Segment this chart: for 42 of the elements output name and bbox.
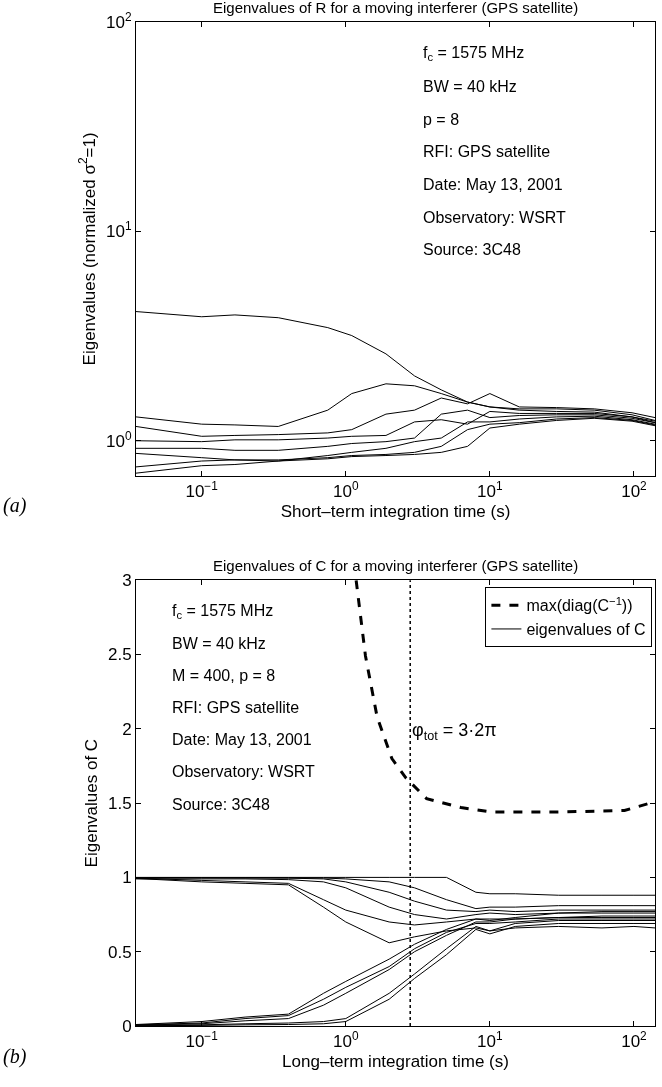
x-tick-label: 10$^{2}$ — [621, 1029, 648, 1052]
legend-label: max(diag(C$^{−1}$)) — [526, 594, 633, 615]
x-tick-label: 10$^{0}$ — [333, 479, 359, 502]
annotation: f$_{c}$ = 1575 MHz — [423, 44, 525, 64]
x-tick-label: 10$^{1}$ — [477, 479, 504, 502]
ref-line-label: φ$_{tot}$ = 3·2π — [412, 720, 497, 743]
annotation: Source: 3C48 — [172, 796, 270, 813]
x-axis-title: Short–term integration time (s) — [280, 501, 511, 521]
y-tick-label: 3 — [122, 571, 132, 591]
annotation: RFI: GPS satellite — [172, 699, 300, 716]
x-tick-label: 10$^{−1}$ — [185, 1029, 219, 1052]
x-axis-title: Long–term integration time (s) — [282, 1051, 509, 1071]
y-tick-label: 0.5 — [107, 942, 132, 962]
x-tick-label: 10$^{1}$ — [477, 1029, 504, 1052]
x-tick-label: 10$^{2}$ — [621, 479, 648, 502]
annotation: BW = 40 kHz — [423, 78, 517, 95]
x-tick-label: 10$^{0}$ — [333, 1029, 359, 1052]
chart-title: Eigenvalues of C for a moving interferer (GPS satellite) — [213, 557, 579, 574]
annotation: p = 8 — [423, 111, 460, 128]
annotation: Date: May 13, 2001 — [423, 176, 563, 193]
y-tick-label: 10$^{0}$ — [106, 428, 132, 451]
annotation: RFI: GPS satellite — [423, 143, 551, 160]
text: (a) — [3, 494, 27, 517]
y-tick-label: 2.5 — [107, 645, 132, 665]
y-axis-title: Eigenvalues of C — [81, 738, 101, 868]
annotation: f$_{c}$ = 1575 MHz — [172, 602, 274, 622]
y-tick-label: 1 — [122, 868, 132, 888]
x-tick-label: 10$^{−1}$ — [185, 479, 219, 502]
y-tick-label: 0 — [122, 1016, 132, 1036]
annotation: Observatory: WSRT — [172, 763, 316, 780]
legend-label: eigenvalues of C — [526, 621, 646, 639]
y-tick-label: 2 — [122, 719, 132, 739]
y-tick-label: 1.5 — [107, 794, 132, 814]
y-tick-label: 10$^{1}$ — [106, 219, 132, 242]
annotation: Source: 3C48 — [423, 241, 521, 258]
annotation: Date: May 13, 2001 — [172, 731, 312, 748]
text: (b) — [3, 1045, 27, 1068]
annotation: M = 400, p = 8 — [172, 667, 276, 684]
chart-title: Eigenvalues of R for a moving interferer (GPS satellite) — [213, 0, 579, 16]
y-tick-label: 10$^{2}$ — [106, 9, 132, 32]
annotation: Observatory: WSRT — [423, 209, 567, 226]
annotation: BW = 40 kHz — [172, 635, 266, 652]
